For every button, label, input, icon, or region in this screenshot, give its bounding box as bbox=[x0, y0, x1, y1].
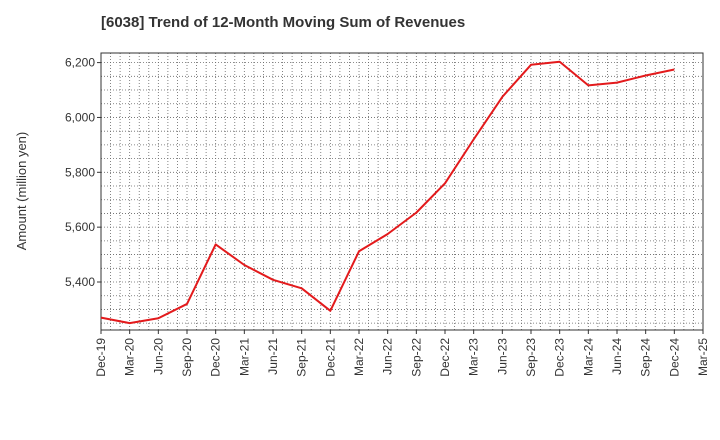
x-tick-label: Mar-24 bbox=[581, 338, 595, 376]
y-tick-label: 6,200 bbox=[65, 56, 95, 70]
x-tick-label: Jun-21 bbox=[266, 338, 280, 375]
x-tick-label: Jun-23 bbox=[495, 338, 509, 375]
x-tick-label: Mar-21 bbox=[237, 338, 251, 376]
x-tick-label: Dec-23 bbox=[553, 338, 567, 377]
x-tick-label: Dec-19 bbox=[94, 338, 108, 377]
x-tick-label: Sep-21 bbox=[295, 338, 309, 377]
x-tick-label: Dec-20 bbox=[209, 338, 223, 377]
x-tick-label: Dec-21 bbox=[323, 338, 337, 377]
chart-title: [6038] Trend of 12-Month Moving Sum of R… bbox=[101, 14, 466, 31]
x-tick-label: Sep-20 bbox=[180, 338, 194, 377]
x-tick-label: Sep-23 bbox=[524, 338, 538, 377]
x-tick-label: Jun-22 bbox=[381, 338, 395, 375]
x-tick-label: Mar-25 bbox=[696, 338, 710, 376]
y-tick-label: 5,400 bbox=[65, 275, 95, 289]
y-tick-label: 6,000 bbox=[65, 110, 95, 124]
x-tick-label: Jun-20 bbox=[151, 338, 165, 375]
x-tick-label: Mar-20 bbox=[123, 338, 137, 376]
x-tick-label: Dec-24 bbox=[667, 338, 681, 377]
x-tick-label: Sep-22 bbox=[409, 338, 423, 377]
plot-border bbox=[100, 52, 704, 331]
y-tick-label: 5,600 bbox=[65, 220, 95, 234]
plot-area bbox=[101, 53, 703, 330]
x-tick-label: Mar-22 bbox=[352, 338, 366, 376]
x-tick-label: Mar-23 bbox=[467, 338, 481, 376]
x-tick-label: Sep-24 bbox=[639, 338, 653, 377]
x-tick-label: Dec-22 bbox=[438, 338, 452, 377]
y-tick-label: 5,800 bbox=[65, 165, 95, 179]
x-tick-label: Jun-24 bbox=[610, 338, 624, 375]
